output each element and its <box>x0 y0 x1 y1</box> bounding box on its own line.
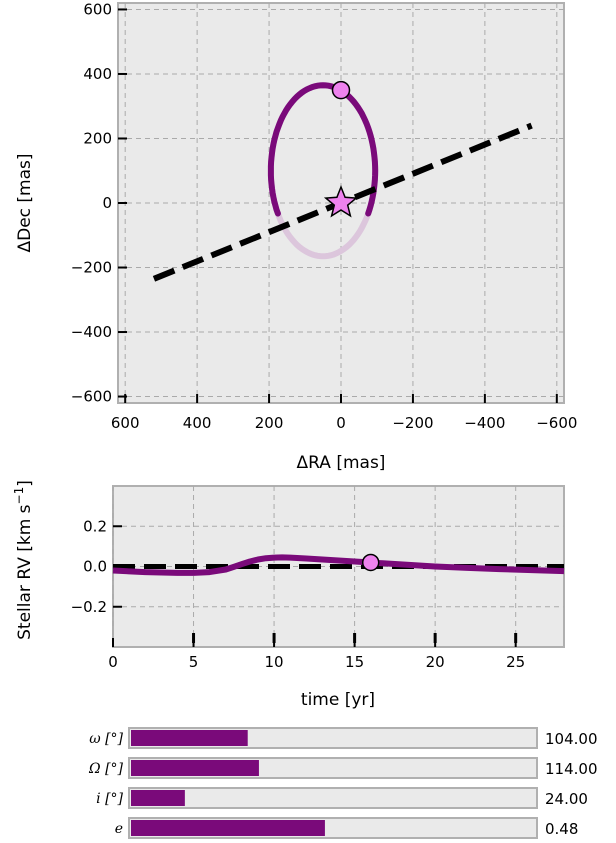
slider-row[interactable]: Ω [°] 114.00 <box>88 757 598 779</box>
rv-ticks: 0 5 10 15 20 25 0.2 0.0 −0.2 <box>71 517 526 671</box>
sky-y-tick-label: 200 <box>83 129 112 147</box>
star-icon <box>323 184 359 218</box>
rv-current-point[interactable] <box>361 553 380 572</box>
rv-x-tick-label: 20 <box>426 653 445 671</box>
sky-x-tick-label: 600 <box>111 414 140 432</box>
sky-x-tick-label: 400 <box>183 414 212 432</box>
orbit-path <box>267 82 379 260</box>
slider-row[interactable]: e 0.48 <box>115 817 579 839</box>
rv-y-tick-label: 0.0 <box>83 558 107 576</box>
sky-x-tick-label: 0 <box>336 414 346 432</box>
sky-y-tick-label: −400 <box>71 323 112 341</box>
slider-value: 0.48 <box>545 820 578 838</box>
planet-marker[interactable] <box>331 80 351 100</box>
slider-fill[interactable] <box>131 790 185 806</box>
sky-y-tick-label: −600 <box>71 388 112 406</box>
rv-x-tick-label: 0 <box>108 653 118 671</box>
orbit-visible-arc <box>267 82 379 217</box>
sky-y-tick-label: 600 <box>83 0 112 18</box>
rv-y-axis-label: Stellar RV [km s−1] <box>12 480 35 640</box>
sky-plane-panel: 600 400 200 0 −200 −400 −600 600 400 200 0 −200 −400… <box>15 0 577 473</box>
slider-fill[interactable] <box>131 760 259 776</box>
slider-label: e <box>115 821 123 837</box>
slider-row[interactable]: ω [°] 104.00 <box>89 727 598 749</box>
sky-x-tick-label: −600 <box>536 414 577 432</box>
rv-x-tick-label: 25 <box>506 653 525 671</box>
parameter-sliders: ω [°] 104.00 Ω [°] 114.00 i [°] 24.00 e 0.48 <box>88 727 598 839</box>
slider-label: ω [°] <box>89 731 123 747</box>
slider-track[interactable] <box>128 787 538 809</box>
rv-x-tick-label: 5 <box>189 653 199 671</box>
sky-y-axis-label: ΔDec [mas] <box>15 153 35 252</box>
rv-x-tick-label: 10 <box>265 653 284 671</box>
rv-x-axis-label: time [yr] <box>301 690 375 710</box>
sky-y-tick-label: 0 <box>102 194 112 212</box>
slider-value: 114.00 <box>545 760 598 778</box>
sky-x-tick-label: −200 <box>392 414 433 432</box>
sky-y-tick-label: −200 <box>71 259 112 277</box>
rv-y-tick-label: 0.2 <box>83 517 107 535</box>
rv-x-tick-label: 15 <box>345 653 364 671</box>
rv-panel: 0 5 10 15 20 25 0.2 0.0 −0.2 time [yr] Stellar R… <box>12 480 565 710</box>
slider-value: 24.00 <box>545 790 588 808</box>
sky-x-tick-label: 200 <box>255 414 284 432</box>
rv-y-tick-label: −0.2 <box>71 598 107 616</box>
slider-label: i [°] <box>96 791 123 807</box>
sky-x-axis-label: ΔRA [mas] <box>297 453 386 473</box>
sky-x-tick-label: −400 <box>464 414 505 432</box>
slider-label: Ω [°] <box>88 761 124 777</box>
sky-ticks: 600 400 200 0 −200 −400 −600 600 400 200 0 −200 −400… <box>71 0 578 432</box>
rv-time-markers <box>192 633 518 643</box>
sky-grid <box>118 3 564 403</box>
rv-curve <box>112 554 565 576</box>
slider-row[interactable]: i [°] 24.00 <box>96 787 588 809</box>
slider-fill[interactable] <box>131 820 325 836</box>
slider-fill[interactable] <box>131 730 248 746</box>
slider-value: 104.00 <box>545 730 598 748</box>
sky-y-tick-label: 400 <box>83 65 112 83</box>
